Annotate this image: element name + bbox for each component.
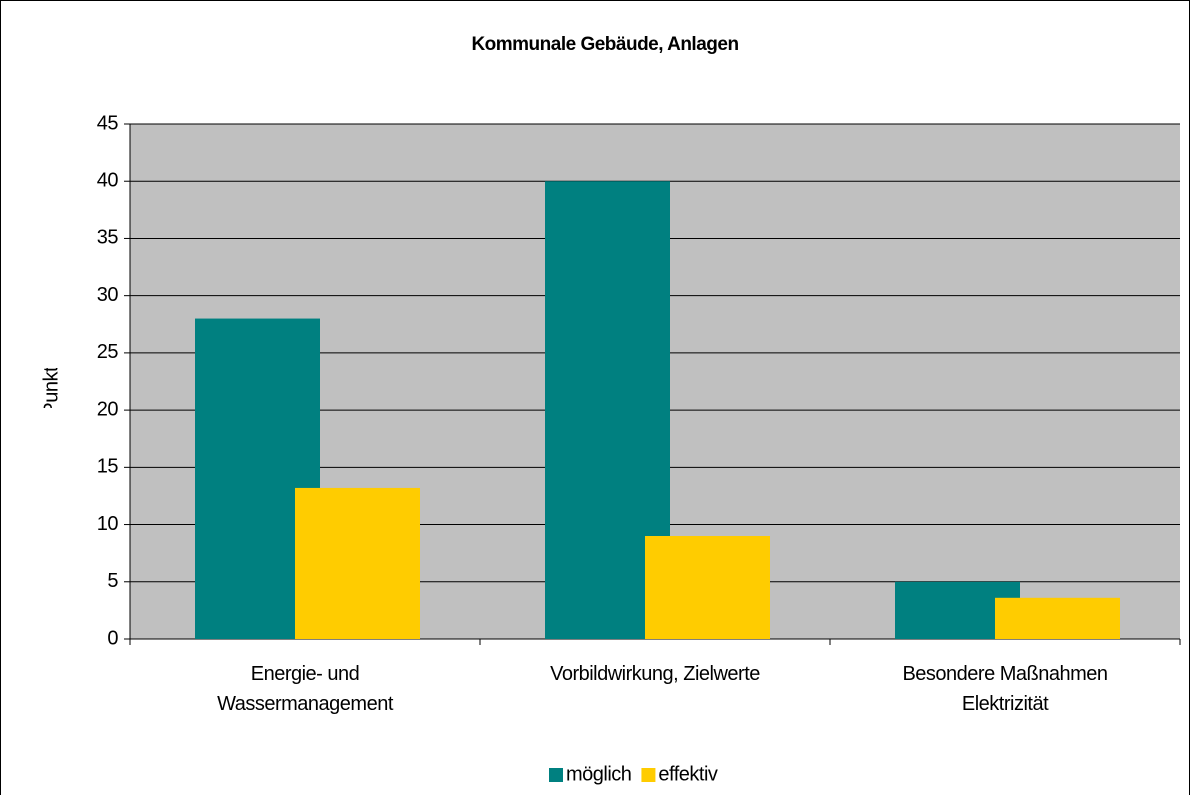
- y-tick-label: 30: [97, 284, 119, 306]
- y-tick-label: 15: [97, 456, 119, 478]
- y-tick-label: 25: [97, 341, 119, 363]
- y-tick-label: 35: [97, 227, 119, 249]
- y-tick-label: 40: [97, 170, 119, 192]
- y-axis-label: Punkte: [40, 356, 62, 416]
- legend-swatch: [549, 768, 563, 782]
- x-tick-label: Energie- und Wassermanagement: [217, 663, 393, 715]
- x-tick-label: Besondere Maßnahmen Elektrizität: [902, 663, 1108, 715]
- y-tick-label: 10: [97, 513, 119, 535]
- y-tick-label: 45: [97, 112, 119, 134]
- legend-label: möglich: [566, 763, 631, 785]
- y-tick-label: 20: [97, 398, 119, 420]
- legend-swatch: [641, 768, 656, 782]
- y-tick-label: 0: [107, 627, 118, 649]
- x-tick-label: Vorbildwirkung, Zielwerte: [550, 663, 760, 685]
- bar: [995, 597, 1120, 639]
- legend-label: effektiv: [658, 763, 717, 785]
- chart-title: Kommunale Gebäude, Anlagen: [471, 34, 738, 55]
- bar: [295, 487, 420, 639]
- bar: [645, 536, 770, 639]
- y-tick-label: 5: [107, 570, 118, 592]
